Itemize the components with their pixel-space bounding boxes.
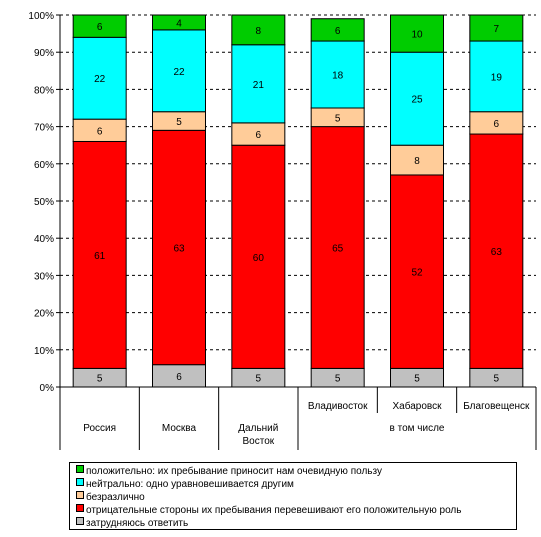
- bar-segment: [469, 40, 524, 113]
- data-label: 22: [173, 67, 185, 78]
- legend-swatch-positive: [76, 465, 84, 473]
- bar-segment: [152, 14, 206, 31]
- bar-segment: [310, 126, 365, 369]
- y-tick-label: 60%: [34, 160, 54, 171]
- data-label: 25: [411, 95, 423, 106]
- data-label: 6: [494, 119, 500, 130]
- group-label: в том числе: [390, 423, 445, 434]
- data-label: 63: [173, 244, 185, 255]
- legend-item-undecided: затрудняюсь ответить: [76, 517, 188, 530]
- data-label: 60: [253, 253, 265, 264]
- data-label: 8: [256, 26, 262, 37]
- legend: положительно: их пребывание приносит нам…: [69, 462, 517, 530]
- bar-segment: [152, 129, 206, 366]
- legend-label-negative: отрицательные стороны их пребывания пере…: [86, 505, 462, 516]
- y-tick-label: 80%: [34, 85, 54, 96]
- bar-segment: [72, 14, 127, 38]
- category-label: Восток: [243, 436, 275, 447]
- data-label: 5: [176, 117, 182, 128]
- legend-label-positive: положительно: их пребывание приносит нам…: [86, 466, 382, 477]
- y-tick-label: 0%: [40, 383, 55, 394]
- data-label: 65: [332, 244, 344, 255]
- y-tick-label: 10%: [34, 346, 54, 357]
- y-tick-label: 40%: [34, 234, 54, 245]
- data-label: 10: [411, 30, 423, 41]
- data-label: 18: [332, 71, 344, 82]
- data-label: 5: [335, 374, 341, 385]
- data-label: 6: [256, 130, 262, 141]
- legend-item-indifferent: безразлично: [76, 491, 145, 504]
- bar-segment: [390, 174, 444, 369]
- bar-segment: [390, 144, 444, 176]
- legend-swatch-negative: [76, 504, 84, 512]
- y-tick-label: 20%: [34, 309, 54, 320]
- category-label: Россия: [83, 423, 116, 434]
- legend-item-neutral: нейтрально: одно уравновешивается другим: [76, 478, 294, 491]
- data-label: 6: [97, 22, 103, 33]
- data-label: 5: [414, 374, 420, 385]
- bar-segment: [231, 144, 286, 369]
- legend-swatch-undecided: [76, 517, 84, 525]
- category-label: Хабаровск: [393, 400, 443, 412]
- data-label: 61: [94, 251, 106, 262]
- data-label: 63: [491, 247, 503, 258]
- data-label: 19: [491, 72, 503, 83]
- data-label: 4: [176, 18, 182, 29]
- y-tick-label: 100%: [28, 11, 54, 22]
- bar-segment: [469, 14, 524, 42]
- data-label: 52: [411, 268, 423, 279]
- legend-swatch-neutral: [76, 478, 84, 486]
- data-label: 7: [494, 24, 500, 35]
- data-label: 5: [335, 113, 341, 124]
- data-label: 6: [335, 26, 341, 37]
- bar-segment: [469, 133, 524, 369]
- data-label: 5: [256, 374, 262, 385]
- data-label: 6: [176, 372, 182, 383]
- bar-segment: [152, 29, 206, 113]
- bar-segment: [310, 40, 365, 109]
- legend-label-undecided: затрудняюсь ответить: [86, 518, 189, 529]
- bar-segment: [231, 14, 286, 46]
- y-tick-label: 30%: [34, 271, 54, 282]
- y-tick-label: 50%: [34, 197, 54, 208]
- data-label: 21: [253, 80, 265, 91]
- data-label: 5: [494, 374, 500, 385]
- data-label: 5: [97, 374, 103, 385]
- category-label: Благовещенск: [463, 401, 530, 412]
- category-label: Владивосток: [308, 401, 368, 412]
- data-label: 6: [97, 126, 103, 137]
- legend-label-neutral: нейтрально: одно уравновешивается другим: [86, 479, 294, 490]
- data-label: 22: [94, 74, 106, 85]
- category-label: Дальний: [238, 423, 278, 434]
- legend-label-indifferent: безразлично: [86, 492, 145, 503]
- y-tick-label: 70%: [34, 123, 54, 134]
- bar-segment: [390, 14, 444, 53]
- bar-segment: [72, 36, 127, 120]
- legend-item-negative: отрицательные стороны их пребывания пере…: [76, 504, 461, 517]
- legend-item-positive: положительно: их пребывание приносит нам…: [76, 465, 382, 478]
- legend-swatch-indifferent: [76, 491, 84, 499]
- bar-segment: [390, 51, 444, 146]
- data-label: 8: [414, 156, 420, 167]
- bar-segment: [310, 18, 365, 42]
- category-label: Москва: [162, 423, 197, 434]
- y-tick-label: 90%: [34, 48, 54, 59]
